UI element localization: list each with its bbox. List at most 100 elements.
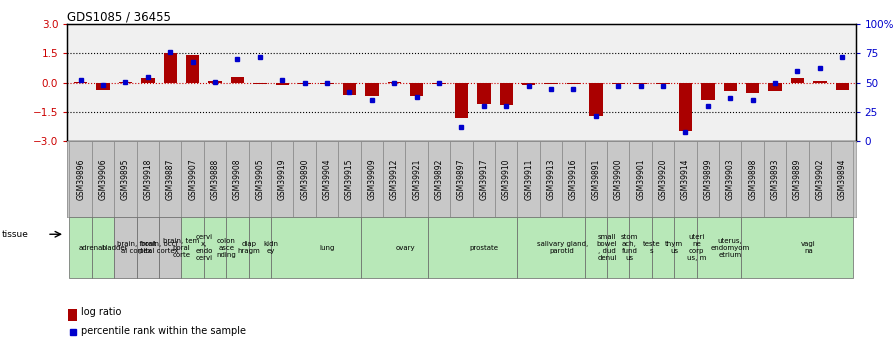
Text: vagi
na: vagi na xyxy=(801,241,816,254)
Text: GSM39913: GSM39913 xyxy=(547,159,556,200)
Bar xyxy=(163,53,177,83)
Text: GSM39898: GSM39898 xyxy=(748,159,757,200)
Bar xyxy=(297,83,311,84)
Text: GSM39906: GSM39906 xyxy=(99,159,108,200)
Bar xyxy=(835,83,849,90)
Bar xyxy=(454,83,468,118)
Bar xyxy=(271,141,293,217)
Bar xyxy=(723,83,737,91)
Text: GSM39902: GSM39902 xyxy=(815,159,824,200)
Text: GSM39908: GSM39908 xyxy=(233,159,242,200)
Bar xyxy=(633,83,647,84)
Bar xyxy=(248,141,271,217)
Bar xyxy=(786,141,808,217)
Text: GSM39900: GSM39900 xyxy=(614,159,623,200)
Bar xyxy=(114,217,136,278)
Bar xyxy=(96,83,109,90)
Bar xyxy=(701,83,714,100)
Bar xyxy=(275,83,289,85)
Text: cervi
x,
endo
cervi: cervi x, endo cervi xyxy=(195,234,212,261)
Bar xyxy=(73,82,87,83)
Text: bladder: bladder xyxy=(101,245,127,250)
Bar xyxy=(365,83,378,96)
Bar xyxy=(136,217,159,278)
Text: prostate: prostate xyxy=(470,245,498,250)
Bar xyxy=(629,217,651,278)
Bar xyxy=(539,141,563,217)
Bar xyxy=(544,83,557,85)
Bar xyxy=(360,217,427,278)
Bar xyxy=(450,141,472,217)
Bar xyxy=(427,217,517,278)
Text: GSM39919: GSM39919 xyxy=(278,159,287,200)
Text: GSM39888: GSM39888 xyxy=(211,159,220,200)
Bar xyxy=(674,217,696,278)
Text: GSM39887: GSM39887 xyxy=(166,159,175,200)
Bar xyxy=(590,83,602,116)
Text: brain, tem
poral
corte: brain, tem poral corte xyxy=(163,238,200,257)
Text: uterus,
endomyom
etrium: uterus, endomyom etrium xyxy=(711,238,750,257)
Text: GSM39918: GSM39918 xyxy=(143,159,152,200)
Text: ovary: ovary xyxy=(396,245,415,250)
Text: small
bowel
, dud
denui: small bowel , dud denui xyxy=(597,234,617,261)
Bar xyxy=(584,141,607,217)
Text: colon
asce
nding: colon asce nding xyxy=(216,238,237,257)
Text: GDS1085 / 36455: GDS1085 / 36455 xyxy=(67,10,171,23)
Bar xyxy=(203,141,226,217)
Text: GSM39892: GSM39892 xyxy=(435,159,444,200)
Bar xyxy=(315,141,338,217)
Bar xyxy=(208,81,221,83)
Bar xyxy=(360,141,383,217)
Text: GSM39893: GSM39893 xyxy=(771,159,780,200)
Bar xyxy=(293,141,315,217)
Bar xyxy=(790,79,804,83)
Bar xyxy=(338,141,360,217)
Text: GSM39920: GSM39920 xyxy=(659,159,668,200)
Text: GSM39910: GSM39910 xyxy=(502,159,511,200)
Bar xyxy=(118,82,133,83)
Text: lung: lung xyxy=(319,245,335,250)
Bar xyxy=(181,217,203,278)
Bar xyxy=(409,83,423,96)
Bar xyxy=(136,141,159,217)
Bar xyxy=(226,217,249,278)
Text: salivary gland,
parotid: salivary gland, parotid xyxy=(537,241,588,254)
Text: GSM39909: GSM39909 xyxy=(367,159,376,200)
Bar xyxy=(607,141,629,217)
Bar xyxy=(186,55,199,83)
Text: GSM39891: GSM39891 xyxy=(591,159,600,200)
Bar xyxy=(584,217,607,278)
Bar xyxy=(499,83,513,105)
Text: percentile rank within the sample: percentile rank within the sample xyxy=(81,326,246,336)
Bar xyxy=(70,217,91,278)
Bar xyxy=(741,141,763,217)
Text: GSM39899: GSM39899 xyxy=(703,159,712,200)
Bar xyxy=(114,141,136,217)
Bar xyxy=(629,141,651,217)
Bar xyxy=(768,83,781,91)
Bar xyxy=(70,141,91,217)
Text: GSM39901: GSM39901 xyxy=(636,159,645,200)
Text: GSM39911: GSM39911 xyxy=(524,159,533,200)
Bar xyxy=(387,82,401,83)
Bar xyxy=(248,217,271,278)
Text: GSM39889: GSM39889 xyxy=(793,159,802,200)
Bar xyxy=(678,83,692,131)
Bar xyxy=(674,141,696,217)
Bar xyxy=(517,141,539,217)
Bar xyxy=(321,83,333,84)
Bar xyxy=(91,217,115,278)
Text: uteri
ne
corp
us, m: uteri ne corp us, m xyxy=(687,234,706,261)
Bar xyxy=(741,217,853,278)
Bar xyxy=(203,217,226,278)
Bar xyxy=(91,141,115,217)
Bar xyxy=(651,141,674,217)
Bar xyxy=(607,217,629,278)
Text: GSM39890: GSM39890 xyxy=(300,159,309,200)
Bar xyxy=(271,217,360,278)
Bar xyxy=(159,217,181,278)
Bar xyxy=(159,141,181,217)
Bar xyxy=(563,141,584,217)
Text: tissue: tissue xyxy=(2,230,29,239)
Text: thym
us: thym us xyxy=(665,241,684,254)
